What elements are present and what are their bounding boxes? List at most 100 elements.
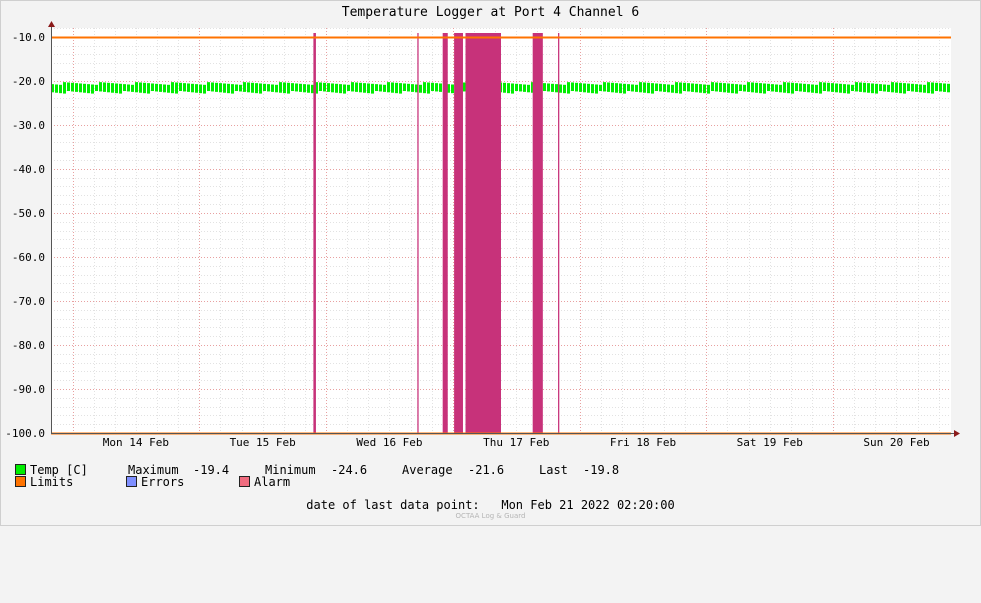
temp-trace-segment xyxy=(855,82,858,92)
x-tick-label: Tue 15 Feb xyxy=(230,436,296,449)
temp-trace-segment xyxy=(71,82,74,92)
temp-trace-segment xyxy=(107,82,110,93)
temp-trace-segment xyxy=(763,83,766,94)
temp-trace-segment xyxy=(399,83,402,94)
temp-trace-segment xyxy=(227,83,230,94)
y-tick-label: -40.0 xyxy=(12,163,45,176)
temp-trace-segment xyxy=(435,83,438,92)
temp-trace-segment xyxy=(375,84,378,92)
temp-trace-segment xyxy=(923,84,926,93)
y-tick-label: -80.0 xyxy=(12,339,45,352)
temp-trace-segment xyxy=(727,83,730,93)
temp-trace-segment xyxy=(767,83,770,92)
temp-trace-segment xyxy=(323,82,326,92)
temp-trace-segment xyxy=(863,82,866,93)
temp-trace-segment xyxy=(95,84,98,92)
temp-trace-segment xyxy=(819,82,822,94)
temp-trace-segment xyxy=(195,84,198,93)
temp-trace-segment xyxy=(815,84,818,94)
temp-trace-segment xyxy=(111,83,114,93)
temp-trace-segment xyxy=(915,84,918,92)
temp-trace-segment xyxy=(531,82,534,93)
temp-trace-segment xyxy=(503,82,506,93)
temp-trace-segment xyxy=(659,83,662,92)
temp-trace-segment xyxy=(427,82,430,94)
legend-temp-swatch xyxy=(15,464,26,475)
temp-trace-segment xyxy=(595,84,598,94)
temp-trace-segment xyxy=(683,82,686,92)
temp-trace-segment xyxy=(359,82,362,93)
chart-plot: -10.0 -20.0 -30.0 -40.0 -50.0 -60.0 -70.0 -80.0… xyxy=(5,21,960,449)
temp-trace-segment xyxy=(223,83,226,93)
x-tick-label: Wed 16 Feb xyxy=(356,436,422,449)
temp-trace-segment xyxy=(423,82,426,94)
legend-minimum-label: Minimum xyxy=(265,463,316,477)
temp-trace-segment xyxy=(623,83,626,94)
temp-trace-segment xyxy=(391,82,394,93)
temp-trace-segment xyxy=(755,82,758,93)
temp-trace-segment xyxy=(799,83,802,92)
temp-trace-segment xyxy=(87,84,90,94)
temp-trace-segment xyxy=(943,83,946,92)
temp-trace-segment xyxy=(51,84,54,93)
temp-trace-segment xyxy=(147,83,150,94)
temp-trace-segment xyxy=(919,84,922,93)
temp-trace-segment xyxy=(363,83,366,93)
temp-trace-segment xyxy=(751,82,754,93)
temp-trace-segment xyxy=(279,82,282,93)
temp-trace-segment xyxy=(775,84,778,92)
temp-trace-segment xyxy=(139,82,142,93)
temp-trace-segment xyxy=(275,84,278,93)
temp-trace-segment xyxy=(887,84,890,92)
temp-trace-segment xyxy=(691,83,694,92)
temp-trace-segment xyxy=(311,84,314,94)
temp-trace-segment xyxy=(603,82,606,92)
temp-trace-segment xyxy=(463,82,466,92)
temp-trace-segment xyxy=(167,84,170,93)
temp-trace-segment xyxy=(779,84,782,93)
temp-trace-segment xyxy=(247,82,250,93)
y-tick-label: -70.0 xyxy=(12,295,45,308)
temp-trace-segment xyxy=(203,84,206,94)
temp-trace-segment xyxy=(731,83,734,94)
alarm-interval-5 xyxy=(465,33,501,433)
y-tick-label: -60.0 xyxy=(12,251,45,264)
temp-trace-segment xyxy=(543,83,546,92)
y-tick-label: -50.0 xyxy=(12,207,45,220)
temp-trace-segment xyxy=(651,83,654,94)
legend-alarm-swatch xyxy=(239,476,250,487)
temp-trace-segment xyxy=(903,83,906,94)
temp-trace-segment xyxy=(303,84,306,93)
temp-trace-segment xyxy=(939,83,942,92)
temp-trace-segment xyxy=(703,84,706,94)
temp-trace-segment xyxy=(163,84,166,93)
temp-trace-segment xyxy=(743,84,746,92)
temp-trace-segment xyxy=(319,82,322,92)
temp-trace-segment xyxy=(63,82,66,94)
temp-trace-segment xyxy=(419,84,422,93)
x-tick-label: Sun 20 Feb xyxy=(863,436,929,449)
temp-trace-segment xyxy=(135,82,138,93)
temp-trace-segment xyxy=(239,84,242,92)
temp-trace-segment xyxy=(883,84,886,92)
legend-temp: Temp [C] xyxy=(15,463,88,477)
temp-trace-segment xyxy=(219,83,222,93)
temp-trace-segment xyxy=(231,84,234,94)
temp-trace-segment xyxy=(611,82,614,93)
temp-trace-segment xyxy=(451,84,454,94)
temp-trace-segment xyxy=(831,83,834,92)
chart-title: Temperature Logger at Port 4 Channel 6 xyxy=(341,5,640,20)
temp-trace-segment xyxy=(563,84,566,94)
legend-row-temp: Temp [C] Maximum -19.4 Minimum -24.6 Ave… xyxy=(15,463,915,477)
temp-trace-segment xyxy=(383,84,386,92)
temp-trace-segment xyxy=(271,84,274,92)
temp-trace-segment xyxy=(151,83,154,92)
temp-trace-segment xyxy=(83,83,86,93)
legend-alarm: Alarm xyxy=(239,475,290,489)
temp-trace-segment xyxy=(119,83,122,94)
temp-trace-segment xyxy=(519,84,522,92)
temp-trace-segment xyxy=(175,82,178,94)
alarm-interval-1 xyxy=(313,33,316,433)
temp-trace-segment xyxy=(735,84,738,94)
temp-trace-segment xyxy=(695,83,698,93)
